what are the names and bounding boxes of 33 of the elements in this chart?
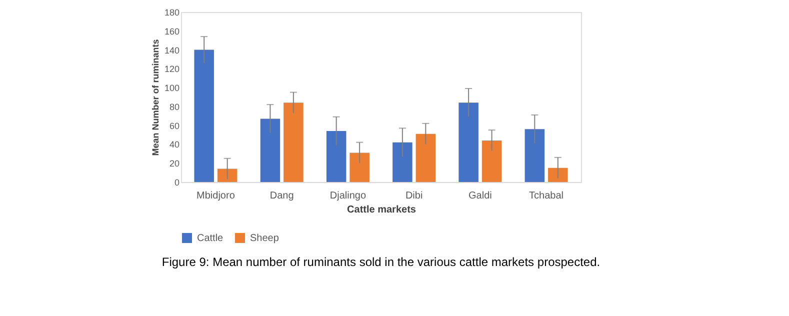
y-tick-label: 0	[174, 178, 180, 188]
y-tick-label: 180	[164, 8, 180, 18]
y-tick-label: 40	[169, 140, 180, 150]
bar	[194, 50, 214, 182]
y-tick-label: 100	[164, 83, 180, 94]
x-tick-label: Tchabal	[529, 190, 564, 202]
caption: Figure 9: Mean number of ruminants sold in the various cattle markets prospected.	[162, 255, 600, 269]
x-tick-label: Dibi	[405, 190, 423, 202]
bar	[458, 102, 478, 182]
x-tick-label: Djalingo	[330, 190, 366, 202]
bar	[217, 168, 238, 182]
bar	[482, 140, 502, 182]
bar	[326, 131, 346, 182]
bar	[260, 118, 280, 182]
y-tick-label: 60	[169, 120, 180, 131]
legend-label: Sheep	[250, 233, 280, 244]
y-tick-label: 80	[169, 102, 180, 112]
y-tick-label: 140	[164, 45, 180, 56]
bar	[416, 134, 436, 182]
y-tick-label: 20	[169, 158, 180, 169]
x-tick-label: Galdi	[468, 190, 492, 202]
x-axis-title: Cattle markets	[347, 204, 416, 216]
bar	[524, 129, 545, 182]
bar	[548, 168, 568, 182]
bar	[284, 102, 304, 182]
bar	[350, 152, 370, 182]
y-tick-label: 120	[164, 64, 180, 74]
legend-label: Cattle	[197, 233, 224, 244]
x-tick-label: Dang	[270, 190, 294, 202]
y-axis-title: Mean Number of ruminants	[150, 39, 160, 156]
bar	[392, 142, 412, 182]
y-tick-label: 160	[164, 26, 180, 36]
x-tick-label: Mbidjoro	[196, 190, 236, 202]
